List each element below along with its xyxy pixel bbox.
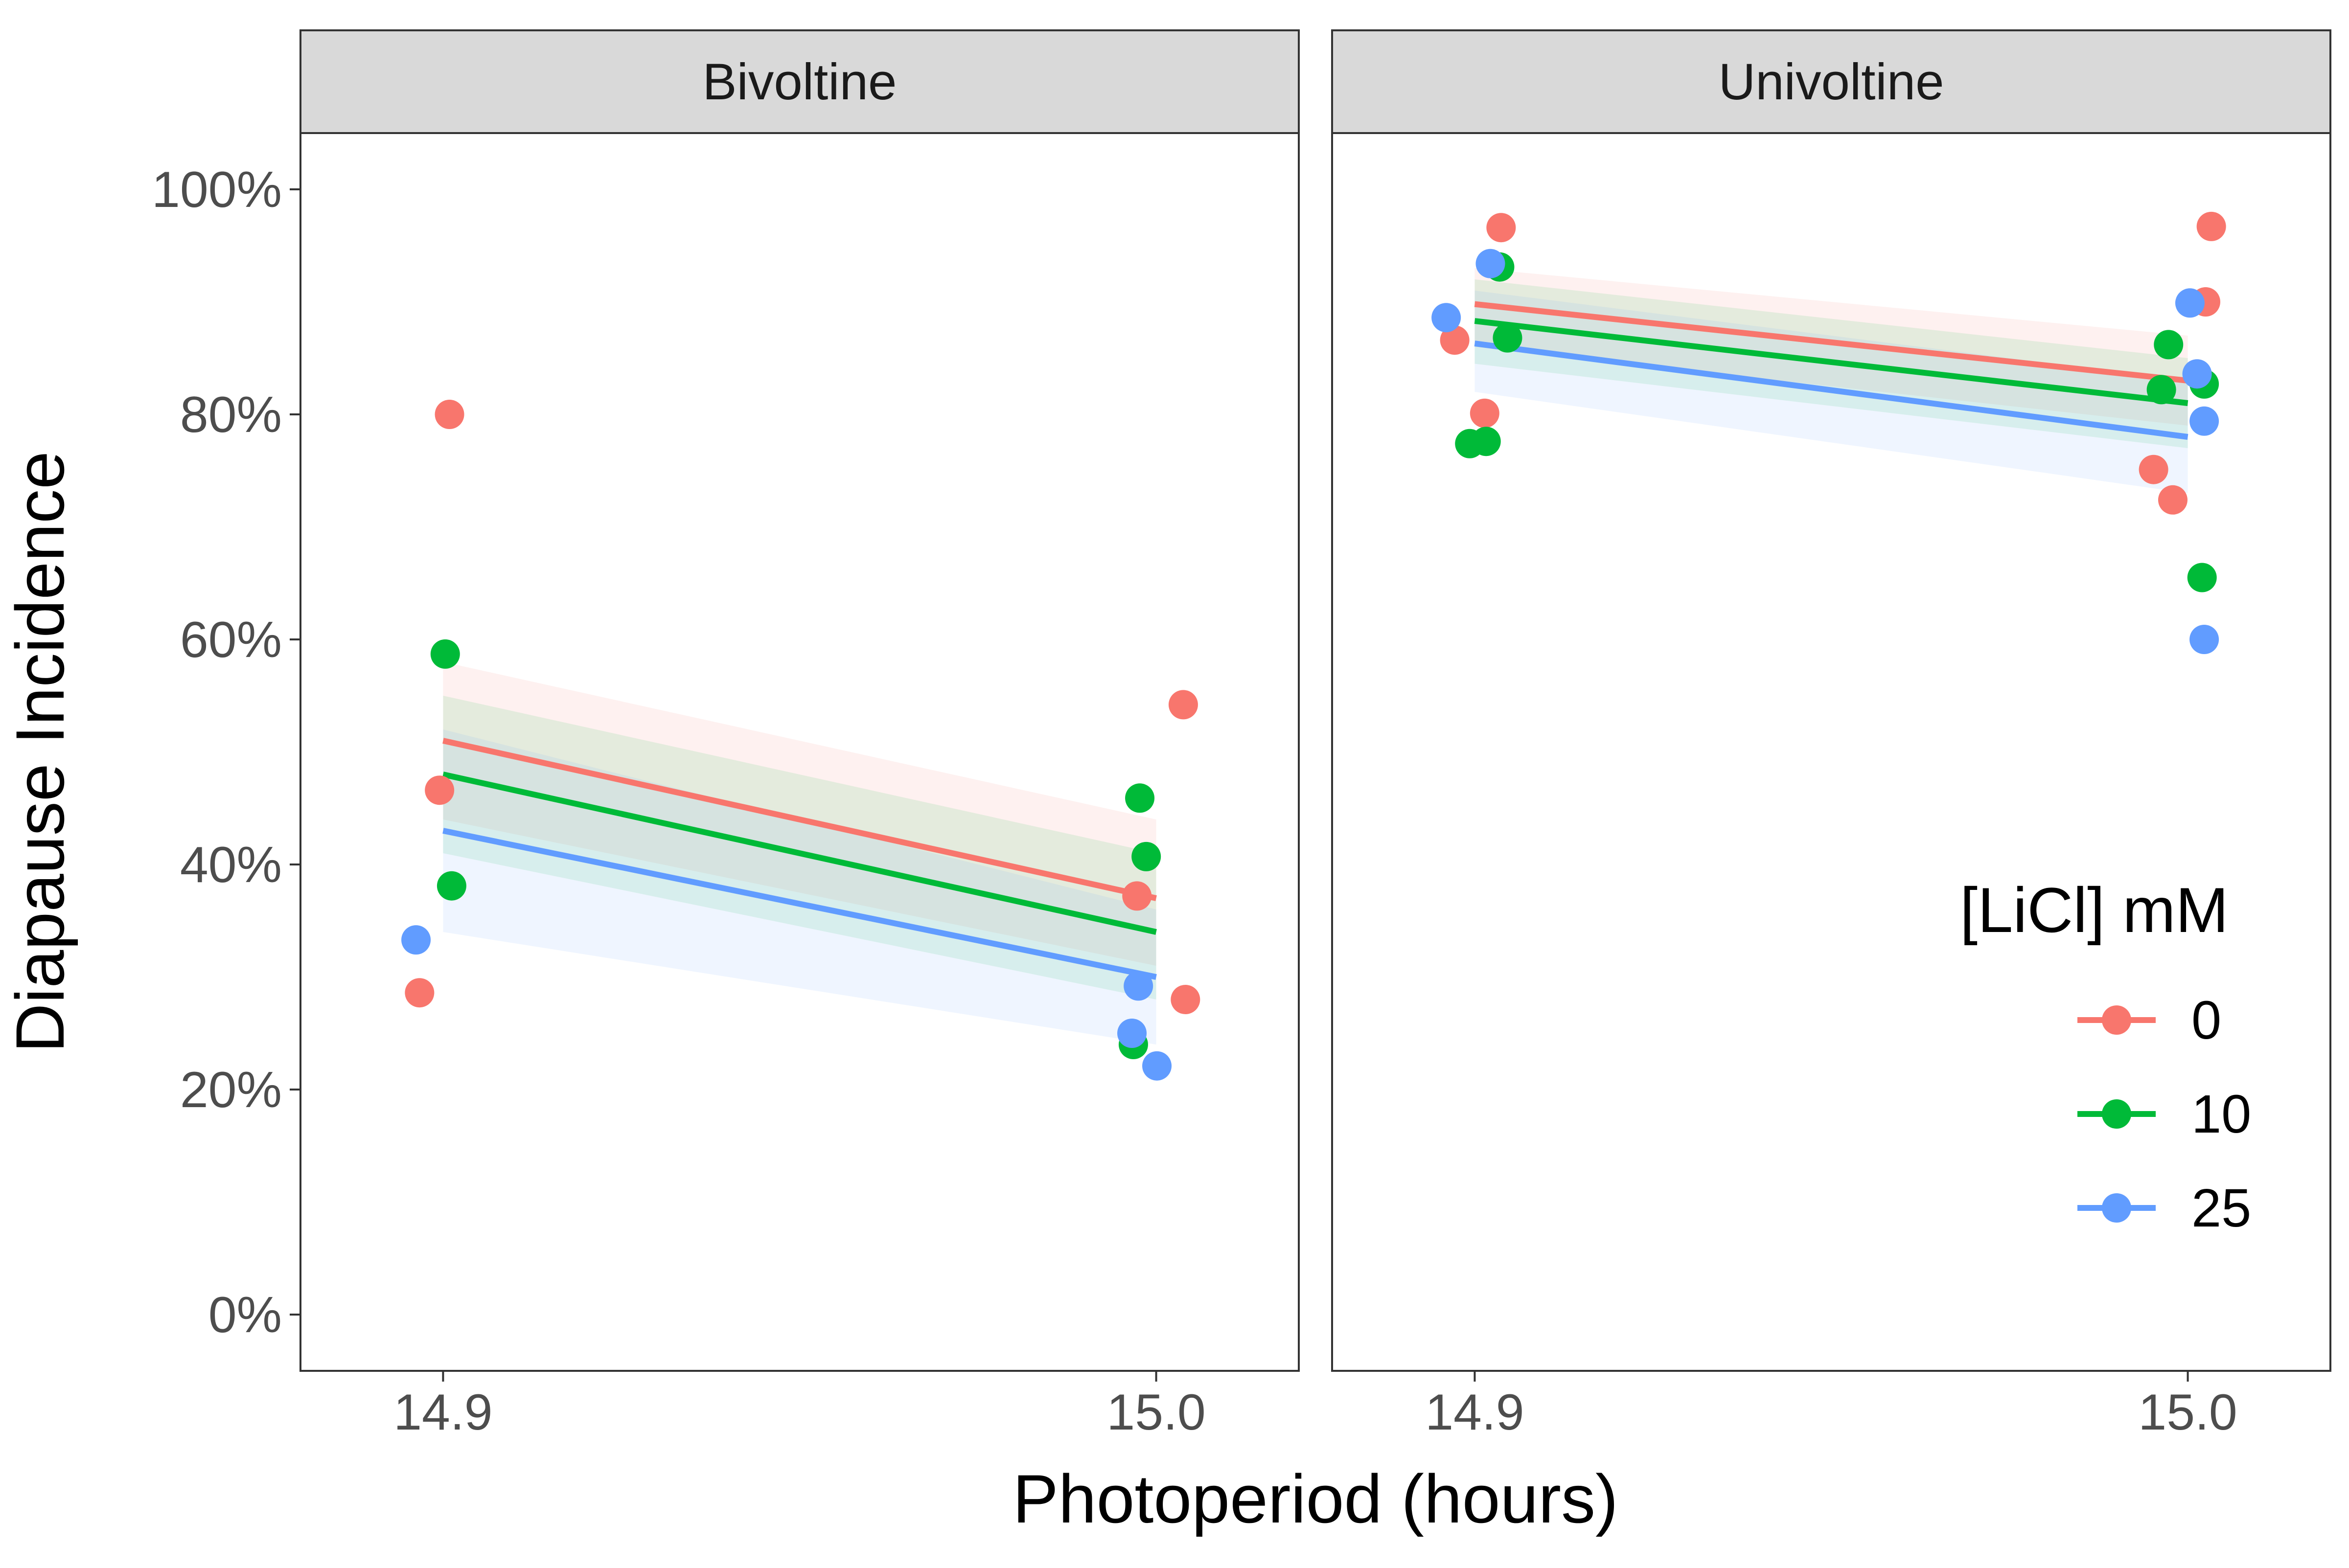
data-point xyxy=(2196,211,2226,241)
data-point xyxy=(435,400,464,429)
y-tick-label: 20% xyxy=(180,1062,282,1118)
y-axis-title: Diapause Incidence xyxy=(1,451,78,1053)
data-point xyxy=(2158,485,2188,515)
panel-border-bivoltine xyxy=(299,132,1300,1372)
data-point xyxy=(1470,398,1499,428)
data-point xyxy=(2187,563,2217,592)
data-point xyxy=(405,978,435,1008)
legend: [LiCl] mM 0 10 25 xyxy=(1960,874,2251,1238)
legend-label-25: 25 xyxy=(2191,1178,2251,1238)
panel-border-univoltine xyxy=(1331,132,2331,1372)
data-point xyxy=(1117,1019,1147,1048)
facet-strip-bivoltine xyxy=(299,29,1300,134)
data-point xyxy=(2175,288,2205,318)
legend-key-point xyxy=(2102,1099,2131,1129)
facet-label-univoltine: Univoltine xyxy=(1718,53,1944,111)
data-point xyxy=(1122,881,1152,911)
y-tick-label: 40% xyxy=(180,837,282,893)
legend-title: [LiCl] mM xyxy=(1960,874,2229,946)
data-point xyxy=(1440,325,1470,355)
data-point xyxy=(1431,303,1461,333)
data-point xyxy=(1471,427,1501,456)
data-point xyxy=(1131,841,1161,871)
data-point xyxy=(401,925,431,955)
data-point xyxy=(425,775,455,805)
data-point xyxy=(1475,249,1505,278)
data-point-layer xyxy=(401,211,2226,1081)
y-tick-label: 100% xyxy=(152,161,282,218)
legend-key-25 xyxy=(2077,1193,2156,1223)
axis-layer: 14.9 15.0 14.9 15.0 0% 20% 40% 60% 80% 100% Photop… xyxy=(1,161,2237,1537)
data-point xyxy=(2154,330,2184,360)
x-tick-label: 14.9 xyxy=(393,1384,492,1441)
data-point xyxy=(1493,323,1522,353)
data-point xyxy=(2182,359,2212,389)
y-tick-label: 60% xyxy=(180,612,282,668)
legend-label-10: 10 xyxy=(2191,1084,2251,1144)
ci-band-0-univoltine xyxy=(1474,268,2188,426)
fit-line-0-univoltine xyxy=(1474,301,2188,384)
x-tick-label: 14.9 xyxy=(1425,1384,1524,1441)
ci-band-25-bivoltine xyxy=(443,729,1156,1045)
data-point xyxy=(1124,971,1153,1001)
facet-label-bivoltine: Bivoltine xyxy=(703,53,897,111)
facet-strip-univoltine xyxy=(1331,29,2331,134)
data-point xyxy=(1168,690,1198,720)
panel-frame-layer: Bivoltine Univoltine xyxy=(299,29,2331,1372)
legend-key-point xyxy=(2102,1193,2131,1223)
data-point xyxy=(2189,406,2219,436)
data-point xyxy=(2139,454,2168,484)
fit-line-layer xyxy=(442,301,2188,980)
data-point xyxy=(430,639,460,669)
x-axis-title: Photoperiod (hours) xyxy=(1013,1460,1618,1537)
ci-band-10-bivoltine xyxy=(443,696,1156,1000)
data-point xyxy=(1125,783,1155,813)
data-point xyxy=(2146,375,2176,405)
legend-key-10 xyxy=(2077,1099,2156,1129)
x-tick-label: 15.0 xyxy=(1106,1384,1205,1441)
fit-line-10-univoltine xyxy=(1474,318,2188,406)
legend-key-0 xyxy=(2077,1005,2156,1035)
data-point xyxy=(1171,985,1200,1014)
data-point xyxy=(1486,213,1516,243)
data-point xyxy=(1142,1051,1172,1081)
fit-line-25-bivoltine xyxy=(442,828,1157,980)
legend-key-point xyxy=(2102,1005,2131,1035)
x-tick-label: 15.0 xyxy=(2138,1384,2237,1441)
legend-label-0: 0 xyxy=(2191,990,2221,1050)
fit-line-10-bivoltine xyxy=(442,772,1157,935)
y-tick-label: 80% xyxy=(180,386,282,443)
data-point xyxy=(2189,625,2219,654)
fit-line-0-bivoltine xyxy=(442,738,1157,901)
y-tick-label: 0% xyxy=(208,1287,282,1343)
data-point xyxy=(437,871,466,901)
fit-line-25-univoltine xyxy=(1474,341,2188,440)
